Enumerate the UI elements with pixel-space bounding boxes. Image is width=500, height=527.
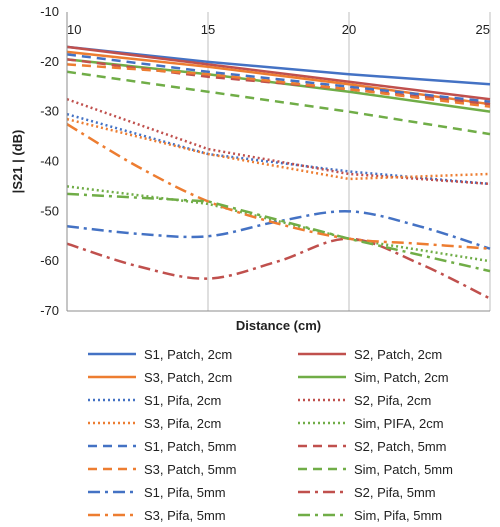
series-line-12: [66, 70, 491, 136]
series-line-11: [66, 63, 491, 108]
series-line-14: [66, 237, 491, 300]
legend-label: Sim, Patch, 5mm: [354, 462, 453, 477]
series-line-3: [66, 50, 491, 106]
legend: S1, Patch, 2cm S2, Patch, 2cm S3, Patch, 2…: [88, 347, 453, 523]
tick-labels: 10 15 20 25 -10 -20 -30 -40 -50 -60 -70: [40, 4, 490, 318]
legend-label: S2, Patch, 5mm: [354, 439, 446, 454]
y-axis-label: |S21 | (dB): [10, 130, 25, 194]
legend-label: Sim, Pifa, 5mm: [354, 508, 442, 523]
legend-label: S2, Patch, 2cm: [354, 347, 442, 362]
plot-lines: [66, 45, 491, 300]
legend-label: S2, Pifa, 2cm: [354, 393, 431, 408]
series-line-6: [66, 98, 491, 186]
legend-label: S1, Pifa, 5mm: [144, 485, 226, 500]
x-axis-label: Distance (cm): [236, 318, 321, 333]
legend-label: S3, Patch, 5mm: [144, 462, 236, 477]
y-tick-label: -60: [40, 253, 59, 268]
series-line-16: [66, 192, 491, 273]
legend-label: Sim, PIFA, 2cm: [354, 416, 444, 431]
legend-label: S3, Pifa, 2cm: [144, 416, 221, 431]
x-tick-label: 25: [476, 22, 490, 37]
series-line-2: [66, 45, 491, 101]
series-line-7: [66, 117, 491, 181]
legend-label: S2, Pifa, 5mm: [354, 485, 436, 500]
x-tick-label: 20: [342, 22, 356, 37]
axes: [66, 12, 490, 312]
y-tick-label: -50: [40, 203, 59, 218]
legend-label: S1, Pifa, 2cm: [144, 393, 221, 408]
legend-label: S1, Patch, 2cm: [144, 347, 232, 362]
legend-label: S3, Patch, 2cm: [144, 370, 232, 385]
legend-label: S1, Patch, 5mm: [144, 439, 236, 454]
y-tick-label: -70: [40, 303, 59, 318]
x-tick-label: 10: [67, 22, 81, 37]
series-line-13: [66, 210, 491, 250]
y-tick-label: -10: [40, 4, 59, 19]
series-line-8: [66, 185, 491, 263]
y-tick-label: -40: [40, 154, 59, 169]
x-tick-label: 15: [201, 22, 215, 37]
series-line-9: [66, 53, 491, 103]
grid: [207, 12, 491, 311]
series-line-15: [66, 123, 491, 250]
legend-label: Sim, Patch, 2cm: [354, 370, 449, 385]
y-tick-label: -20: [40, 54, 59, 69]
y-tick-label: -30: [40, 104, 59, 119]
legend-label: S3, Pifa, 5mm: [144, 508, 226, 523]
